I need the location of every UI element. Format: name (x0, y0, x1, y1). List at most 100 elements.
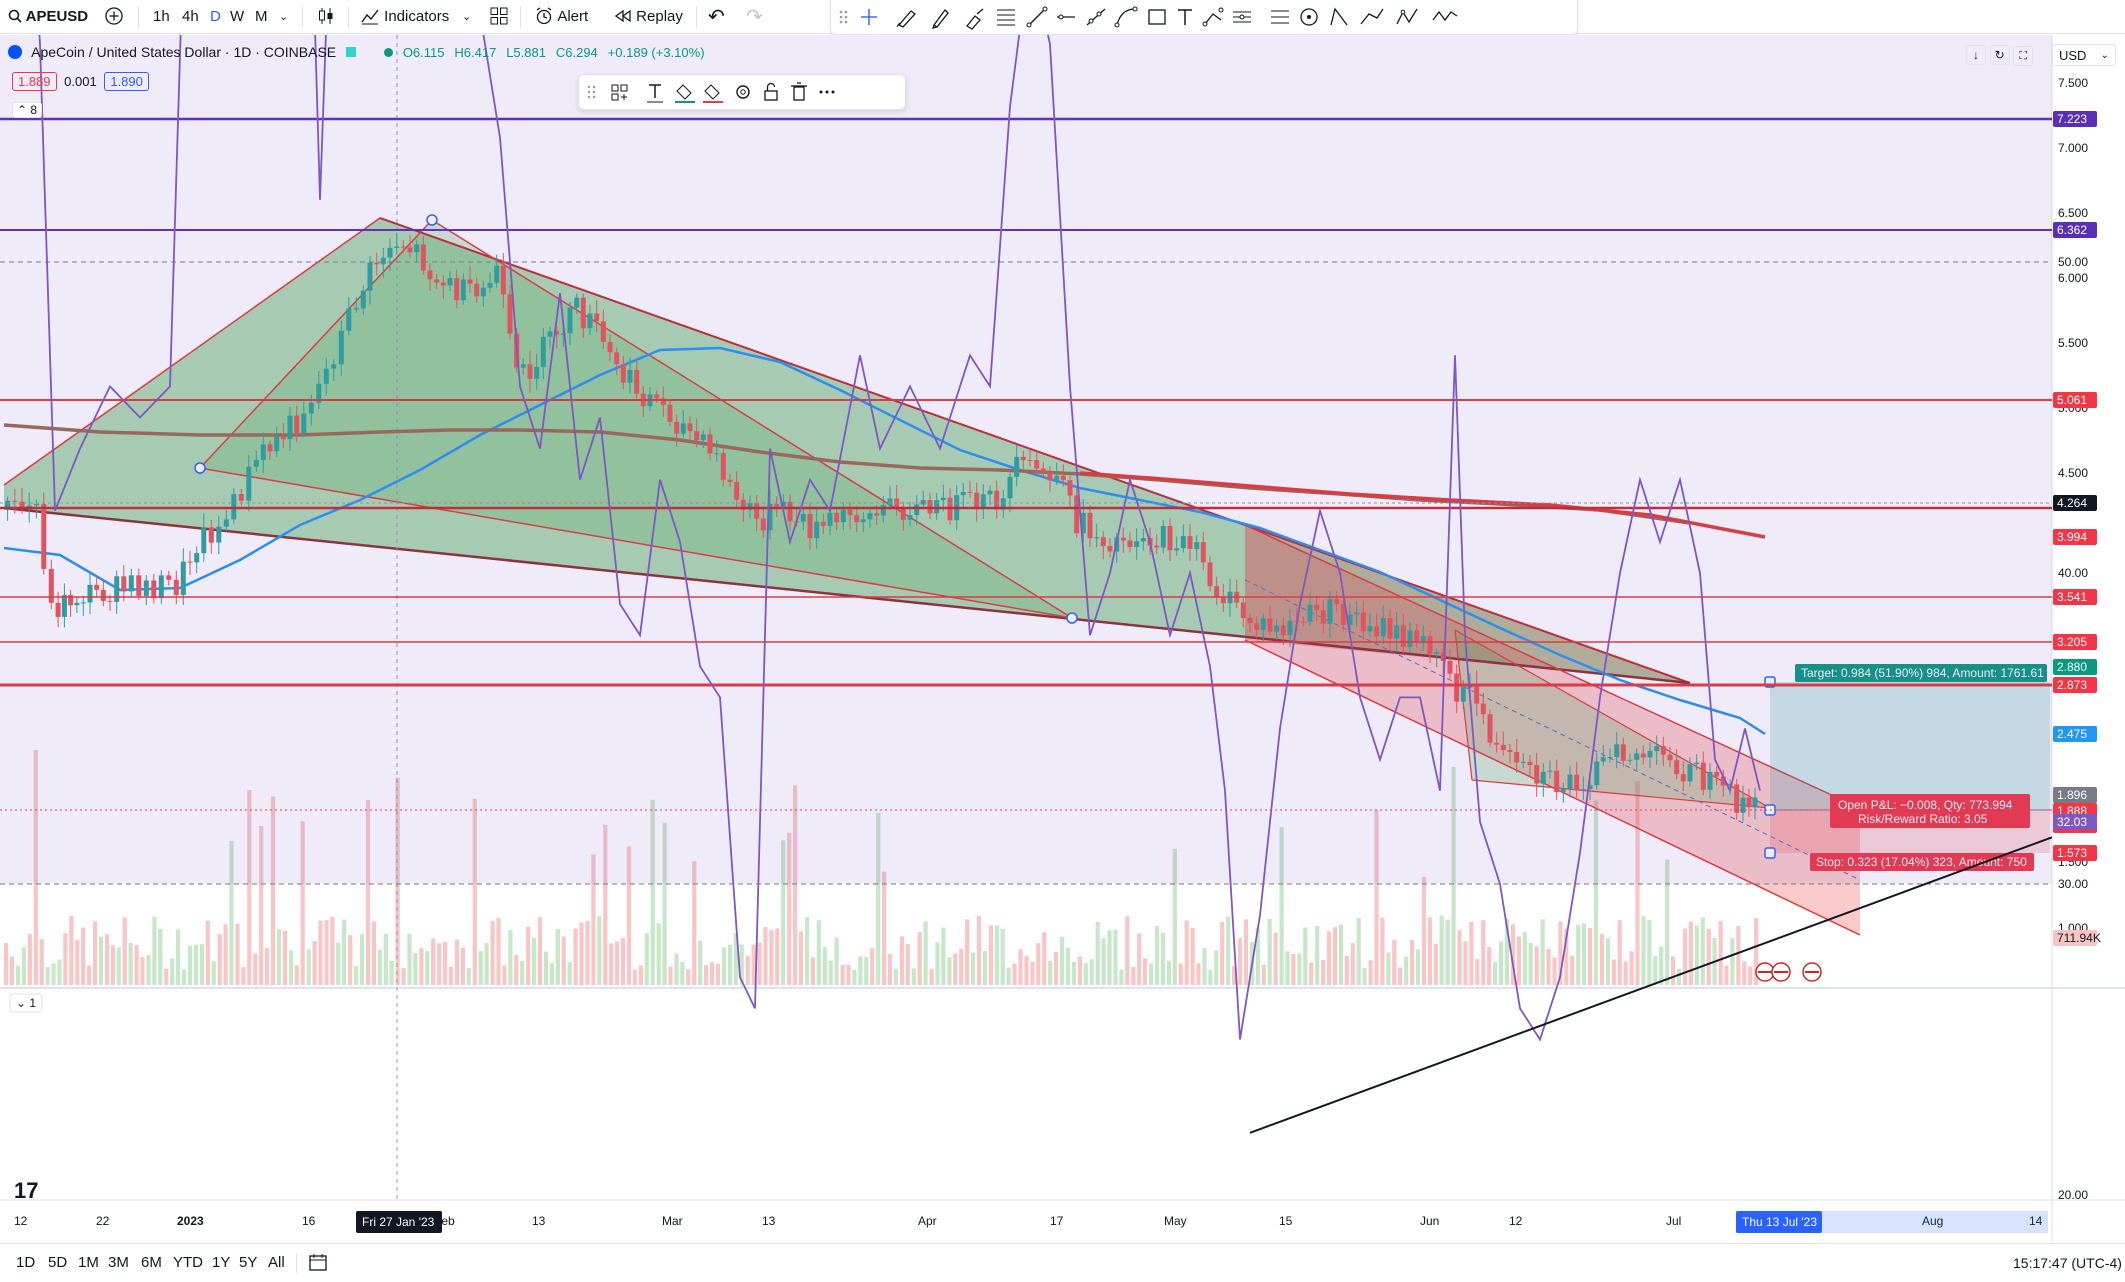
volume-bar (395, 777, 400, 985)
parallel-channel-icon[interactable] (1233, 11, 1251, 23)
candle-body (1067, 480, 1073, 496)
volume-bar (947, 957, 952, 985)
range-1y[interactable]: 1Y (212, 1254, 231, 1271)
range-3m[interactable]: 3M (108, 1254, 129, 1271)
fullscreen-icon[interactable]: ⛶ (2013, 46, 2034, 66)
fib-retracement-icon[interactable] (997, 9, 1015, 26)
candle-body (580, 297, 586, 329)
interval-4h[interactable]: 4h (182, 8, 199, 25)
candle-body (41, 503, 47, 569)
range-5d[interactable]: 5D (48, 1254, 68, 1271)
rsi-tick: 50.00 (2058, 255, 2088, 269)
range-1d[interactable]: 1D (16, 1254, 36, 1271)
brush-icon[interactable] (896, 10, 916, 28)
volume-bar (1273, 932, 1278, 985)
stop-label-box (1810, 853, 2034, 871)
symbol-title[interactable]: ApeCoin / United States Dollar · 1D · CO… (31, 44, 337, 60)
xabcd-icon[interactable] (1360, 8, 1384, 25)
candle-body (360, 290, 366, 309)
interval-1m[interactable]: M (255, 8, 268, 25)
settings-gear-icon[interactable] (736, 85, 750, 99)
undo-button[interactable]: ↶ (708, 6, 725, 28)
curve-icon[interactable] (1114, 6, 1138, 28)
more-options-icon[interactable] (819, 90, 835, 94)
price-tag (2053, 529, 2097, 545)
rewind-icon (614, 9, 631, 23)
goto-date-button[interactable] (308, 1244, 328, 1282)
volume-bar (775, 928, 780, 985)
volume-bar (573, 928, 578, 985)
line-color-icon[interactable] (703, 84, 723, 103)
collapsed-indicators-toggle[interactable]: ⌃ 8 (12, 102, 43, 118)
candle-body (1400, 625, 1406, 647)
trend-line-icon[interactable] (1026, 6, 1048, 28)
trash-icon[interactable] (791, 82, 807, 101)
indicators-dropdown-icon[interactable]: ⌄ (462, 11, 472, 23)
interval-1h[interactable]: 1h (153, 8, 170, 25)
range-all[interactable]: All (268, 1254, 285, 1271)
drag-handle-icon[interactable] (587, 85, 596, 99)
clock[interactable]: 15:17:47 (UTC-4) (2013, 1255, 2122, 1271)
range-ytd[interactable]: YTD (173, 1254, 203, 1271)
bid-price[interactable]: 1.889 (12, 72, 57, 91)
volume-bar (1297, 953, 1302, 985)
text-color-icon[interactable] (647, 84, 663, 103)
currency-selector[interactable]: USD ⌄ (2052, 44, 2116, 66)
replay-button[interactable]: Replay (614, 0, 683, 34)
chevron-down-icon: ⌄ (2100, 50, 2109, 61)
horizontal-ray-icon[interactable] (1057, 14, 1075, 20)
elliott-wave-icon[interactable] (1396, 8, 1418, 25)
candle-body (1727, 784, 1733, 786)
rectangle-icon[interactable] (1148, 9, 1166, 25)
range-5y[interactable]: 5Y (239, 1254, 258, 1271)
lock-icon[interactable] (764, 82, 778, 101)
redo-button[interactable]: ↷ (746, 6, 763, 28)
candle-body (807, 513, 813, 539)
trend-line (3, 506, 1691, 685)
pen-icon[interactable] (932, 9, 949, 29)
disjoint-channel-icon[interactable] (1271, 10, 1289, 24)
zigzag-icon[interactable] (1432, 10, 1458, 22)
candle-body (1527, 761, 1533, 765)
ask-price[interactable]: 1.890 (104, 72, 149, 91)
chart-area[interactable]: Target: 0.984 (51.90%) 984, Amount: 1761… (0, 35, 2125, 1242)
time-tick: Jun (1420, 1214, 1439, 1228)
template-icon[interactable] (611, 84, 628, 101)
volume-bar (1504, 918, 1510, 985)
volume-bar (466, 968, 471, 985)
drag-handle-icon[interactable] (839, 10, 848, 24)
volume-bar (164, 968, 169, 985)
interval-1w[interactable]: W (230, 8, 245, 25)
symbol-search[interactable]: APEUSD (8, 0, 88, 34)
alert-button[interactable]: Alert (534, 0, 588, 34)
volume-bar (187, 945, 193, 985)
volume-bar (1077, 956, 1082, 985)
circle-icon[interactable] (1300, 8, 1318, 26)
volume-bar (45, 967, 50, 985)
fill-color-icon[interactable] (675, 84, 695, 103)
interval-dropdown-icon[interactable]: ⌄ (279, 11, 289, 23)
candle-body (840, 509, 846, 523)
symbol-label: APEUSD (25, 8, 89, 25)
path-icon[interactable] (1202, 7, 1224, 27)
candle-body (280, 436, 286, 440)
layouts-button[interactable] (490, 0, 508, 34)
candle-body (267, 444, 273, 452)
arrow-down-icon[interactable]: ↓ (1966, 45, 1986, 65)
triangle-icon[interactable] (1330, 7, 1348, 26)
volume-bar (1060, 936, 1065, 985)
highlighter-icon[interactable] (966, 8, 984, 30)
ray-icon[interactable] (1086, 8, 1106, 26)
volume-bar (810, 957, 815, 985)
refresh-icon[interactable]: ↻ (1989, 45, 2010, 65)
volume-bar (1439, 915, 1444, 985)
price-tag-label: 711.94K (2057, 931, 2101, 945)
indicators-button[interactable]: Indicators (360, 0, 449, 34)
text-icon[interactable] (1178, 9, 1192, 25)
chart-type-button[interactable] (316, 0, 336, 34)
interval-1d[interactable]: D (210, 8, 221, 25)
compare-button[interactable] (104, 0, 124, 34)
range-6m[interactable]: 6M (141, 1254, 162, 1271)
range-1m[interactable]: 1M (78, 1254, 99, 1271)
crosshair-icon[interactable] (861, 9, 877, 25)
